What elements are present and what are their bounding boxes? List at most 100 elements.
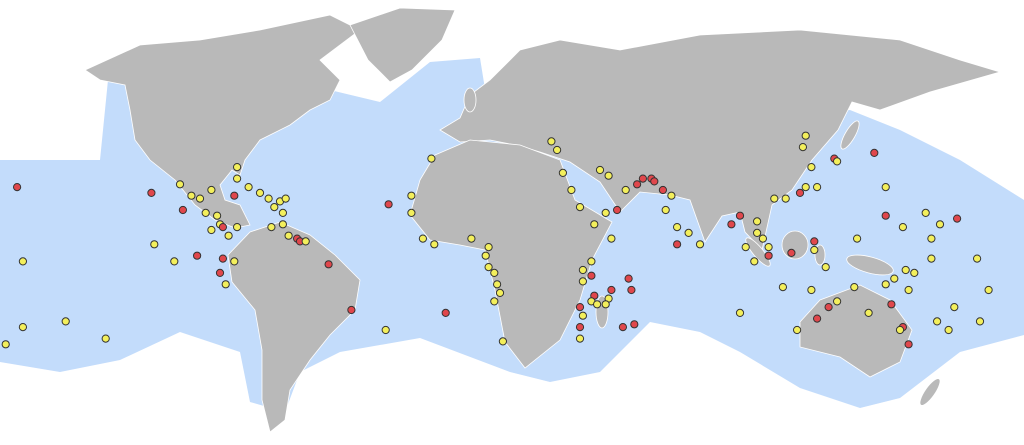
yellow-point-marker [587,257,596,266]
great-britain [463,87,477,113]
red-point-marker [575,323,585,332]
red-point-marker [613,205,622,215]
red-point-marker [147,188,156,197]
yellow-point-marker [661,205,670,215]
yellow-point-marker [593,300,602,309]
red-point-marker [870,148,879,157]
yellow-point-marker [735,308,745,317]
yellow-point-marker [490,297,499,306]
yellow-point-marker [170,257,179,266]
yellow-point-marker [18,323,27,332]
yellow-point-marker [547,137,556,146]
yellow-point-marker [850,283,859,292]
yellow-point-marker [467,234,476,243]
yellow-point-marker [233,223,242,232]
yellow-point-marker [984,285,993,295]
yellow-point-marker [175,180,185,189]
yellow-point-marker [601,300,610,309]
yellow-point-marker [927,254,936,263]
yellow-point-marker [201,208,210,217]
red-point-marker [633,180,642,189]
yellow-point-marker [407,208,416,217]
sumatra [745,237,771,267]
red-point-marker [658,185,668,195]
yellow-point-marker [484,243,493,252]
africa [409,139,613,369]
yellow-point-marker [881,280,890,289]
yellow-point-marker [764,243,773,252]
yellow-point-marker [933,317,942,326]
yellow-point-marker [881,183,890,192]
yellow-point-marker [221,280,230,289]
new-zealand [919,378,941,406]
yellow-point-marker [264,194,273,203]
yellow-point-marker [578,277,588,286]
red-point-marker [618,323,628,332]
yellow-point-marker [578,311,588,320]
land-masses [84,7,1002,433]
red-point-marker [215,268,225,277]
yellow-point-marker [407,191,416,200]
red-point-marker [764,251,773,260]
yellow-point-marker [798,143,808,152]
yellow-point-marker [493,280,502,289]
eurasia [439,29,1002,251]
yellow-point-marker [758,234,768,243]
yellow-point-marker [801,183,810,192]
yellow-point-marker [558,168,568,177]
yellow-point-marker [101,334,110,343]
yellow-point-marker [224,231,233,240]
red-point-marker [727,220,736,229]
yellow-point-marker [278,208,287,217]
yellow-point-marker [270,203,279,212]
yellow-point-marker [904,285,913,295]
yellow-point-marker [427,154,436,163]
yellow-point-marker [578,265,588,275]
yellow-point-marker [667,191,676,200]
red-point-marker [384,200,393,209]
yellow-point-marker [207,185,216,195]
yellow-point-marker [381,325,390,335]
yellow-point-marker [770,194,779,203]
red-point-marker [795,188,805,197]
red-point-marker [824,303,833,312]
red-point-marker [787,248,796,257]
red-point-marker [230,191,239,200]
yellow-point-marker [430,240,439,249]
yellow-point-marker [935,220,945,229]
yellow-point-marker [213,211,222,220]
yellow-point-marker [801,131,810,140]
point-markers [1,131,993,349]
red-point-marker [673,240,682,249]
yellow-point-marker [753,217,762,226]
yellow-point-marker [673,223,682,232]
yellow-point-marker [495,288,505,297]
yellow-point-marker [233,174,242,183]
yellow-point-marker [741,243,750,252]
yellow-point-marker [901,265,910,275]
yellow-point-marker [195,194,205,203]
yellow-point-marker [601,208,610,217]
yellow-point-marker [575,334,585,343]
red-point-marker [735,211,745,220]
red-point-marker [441,308,450,317]
yellow-point-marker [498,337,507,346]
yellow-point-marker [695,240,705,249]
yellow-point-marker [750,257,759,266]
yellow-point-marker [230,257,239,266]
yellow-point-marker [553,145,562,155]
yellow-point-marker [944,325,953,335]
red-point-marker [630,320,639,329]
yellow-point-marker [418,234,427,243]
red-point-marker [887,300,896,309]
red-point-marker [904,340,913,349]
red-point-marker [178,205,187,215]
yellow-point-marker [621,185,630,195]
yellow-point-marker [187,191,196,200]
yellow-point-marker [810,245,819,255]
red-point-marker [575,303,585,312]
yellow-point-marker [864,308,873,317]
yellow-point-marker [813,183,822,192]
yellow-point-marker [973,254,982,263]
